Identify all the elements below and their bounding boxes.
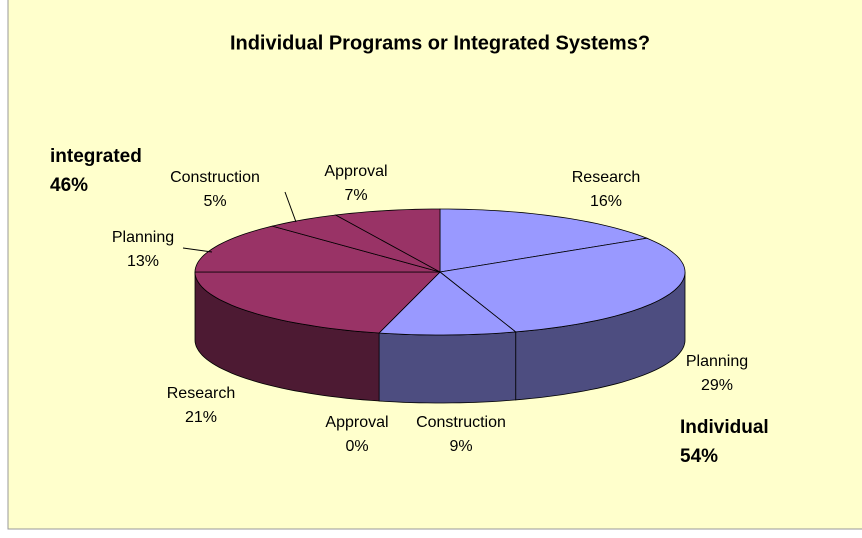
slice-label: Planning [112, 229, 174, 246]
slice [334, 208, 441, 273]
slice-label: Research [572, 169, 640, 186]
slice [439, 237, 686, 333]
slice-side [378, 331, 517, 404]
slice [378, 271, 517, 336]
slice-value-label: 5% [203, 193, 226, 210]
chart-title: Individual Programs or Integrated System… [230, 32, 650, 54]
slice [194, 225, 441, 273]
group-total: 46% [50, 175, 88, 196]
slice-value-label: 7% [344, 187, 367, 204]
slice-value-label: 16% [590, 193, 622, 210]
leader-line [284, 191, 297, 223]
group-label: Individual [680, 417, 769, 438]
slice-value-label: 0% [345, 438, 368, 455]
slice-label: Construction [416, 414, 506, 431]
group-total: 54% [680, 446, 718, 467]
slice [194, 271, 441, 334]
slice-label: Research [167, 385, 235, 402]
slice-label: Planning [686, 353, 748, 370]
slice-value-label: 13% [127, 253, 159, 270]
slice-label: Construction [170, 169, 260, 186]
slice-label: Approval [325, 414, 388, 431]
group-label: integrated [50, 146, 142, 167]
slice-value-label: 29% [701, 377, 733, 394]
slice-value-label: 21% [185, 409, 217, 426]
slice [439, 208, 649, 273]
slice [272, 214, 441, 273]
slice-value-label: 9% [449, 438, 472, 455]
leader-line [182, 247, 213, 253]
slice-label: Approval [324, 163, 387, 180]
